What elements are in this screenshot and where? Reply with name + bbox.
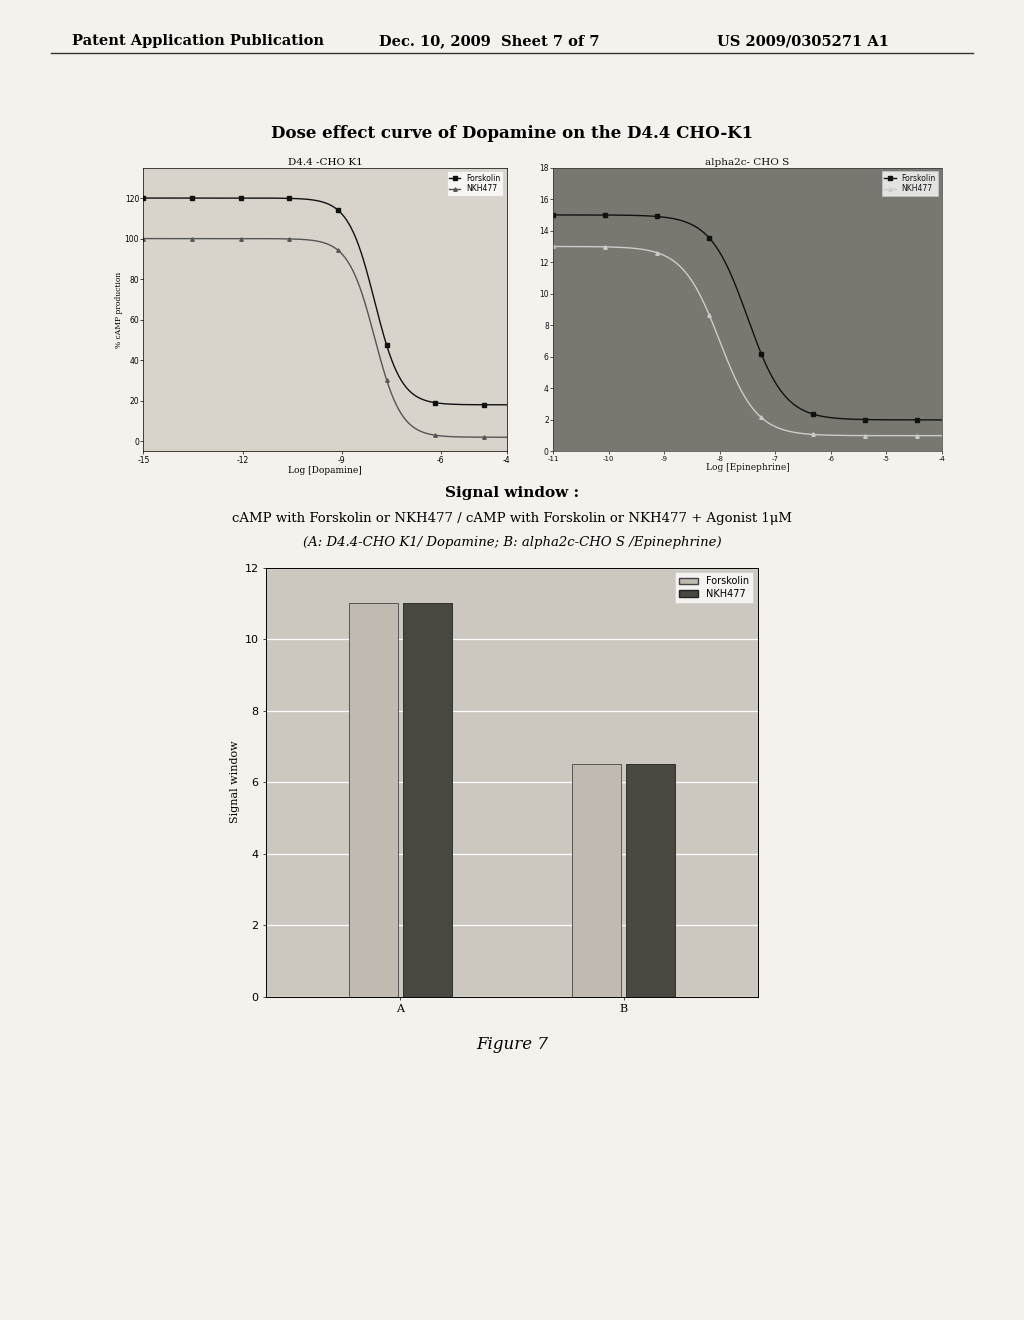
Line: Forskolin: Forskolin [551,214,944,421]
Title: D4.4 -CHO K1: D4.4 -CHO K1 [288,158,362,166]
Forskolin [467,397,479,413]
Forskolin [899,412,911,428]
Bar [572,764,622,997]
Text: US 2009/0305271 A1: US 2009/0305271 A1 [717,34,889,49]
Forskolin [443,396,456,412]
Text: Patent Application Publication: Patent Application Publication [72,34,324,49]
Text: Signal window :: Signal window : [445,486,579,500]
NKH477 [899,428,911,444]
NKH477 [936,428,948,444]
Forskolin [359,260,372,276]
Line: NKH477: NKH477 [141,236,509,440]
Forskolin [777,385,790,401]
Forskolin [874,412,887,428]
NKH477 [874,428,887,444]
Legend: Forskolin, NKH477: Forskolin, NKH477 [446,172,503,195]
NKH477 [785,424,798,440]
Text: Dose effect curve of Dopamine on the D4.4 CHO-K1: Dose effect curve of Dopamine on the D4.… [271,125,753,143]
NKH477 [138,231,151,247]
NKH477 [467,429,479,445]
NKH477 [359,298,372,314]
Forskolin [785,395,798,411]
Forskolin [936,412,948,428]
Y-axis label: % cAMP production: % cAMP production [116,272,123,347]
NKH477 [353,280,366,296]
Forskolin [548,207,560,223]
Text: (A: D4.4-CHO K1/ Dopamine; B: alpha2c-CHO S /Epinephrine): (A: D4.4-CHO K1/ Dopamine; B: alpha2c-CH… [303,536,721,549]
Y-axis label: Signal window: Signal window [230,741,241,824]
NKH477 [443,429,456,445]
Bar [626,764,675,997]
Text: cAMP with Forskolin or NKH477 / cAMP with Forskolin or NKH477 + Agonist 1μM: cAMP with Forskolin or NKH477 / cAMP wit… [232,512,792,525]
NKH477 [352,276,365,292]
Forskolin [778,388,791,404]
Forskolin [137,190,150,206]
Text: Dec. 10, 2009  Sheet 7 of 7: Dec. 10, 2009 Sheet 7 of 7 [379,34,599,49]
X-axis label: Log [Epinephrine]: Log [Epinephrine] [706,463,790,473]
Line: Forskolin: Forskolin [141,197,509,407]
Title: alpha2c- CHO S: alpha2c- CHO S [706,158,790,166]
Bar [349,603,398,997]
Bar [402,603,452,997]
NKH477 [778,422,791,438]
Forskolin [352,238,365,253]
Forskolin [501,397,513,413]
NKH477 [547,239,559,255]
NKH477 [777,422,790,438]
Forskolin [138,190,151,206]
Line: NKH477: NKH477 [551,244,944,437]
NKH477 [501,429,513,445]
Forskolin [547,207,559,223]
Forskolin [353,240,366,256]
Legend: Forskolin, NKH477: Forskolin, NKH477 [882,172,938,195]
Legend: Forskolin, NKH477: Forskolin, NKH477 [675,573,753,603]
NKH477 [548,239,560,255]
NKH477 [137,231,150,247]
Text: Figure 7: Figure 7 [476,1036,548,1053]
X-axis label: Log [Dopamine]: Log [Dopamine] [288,466,362,475]
